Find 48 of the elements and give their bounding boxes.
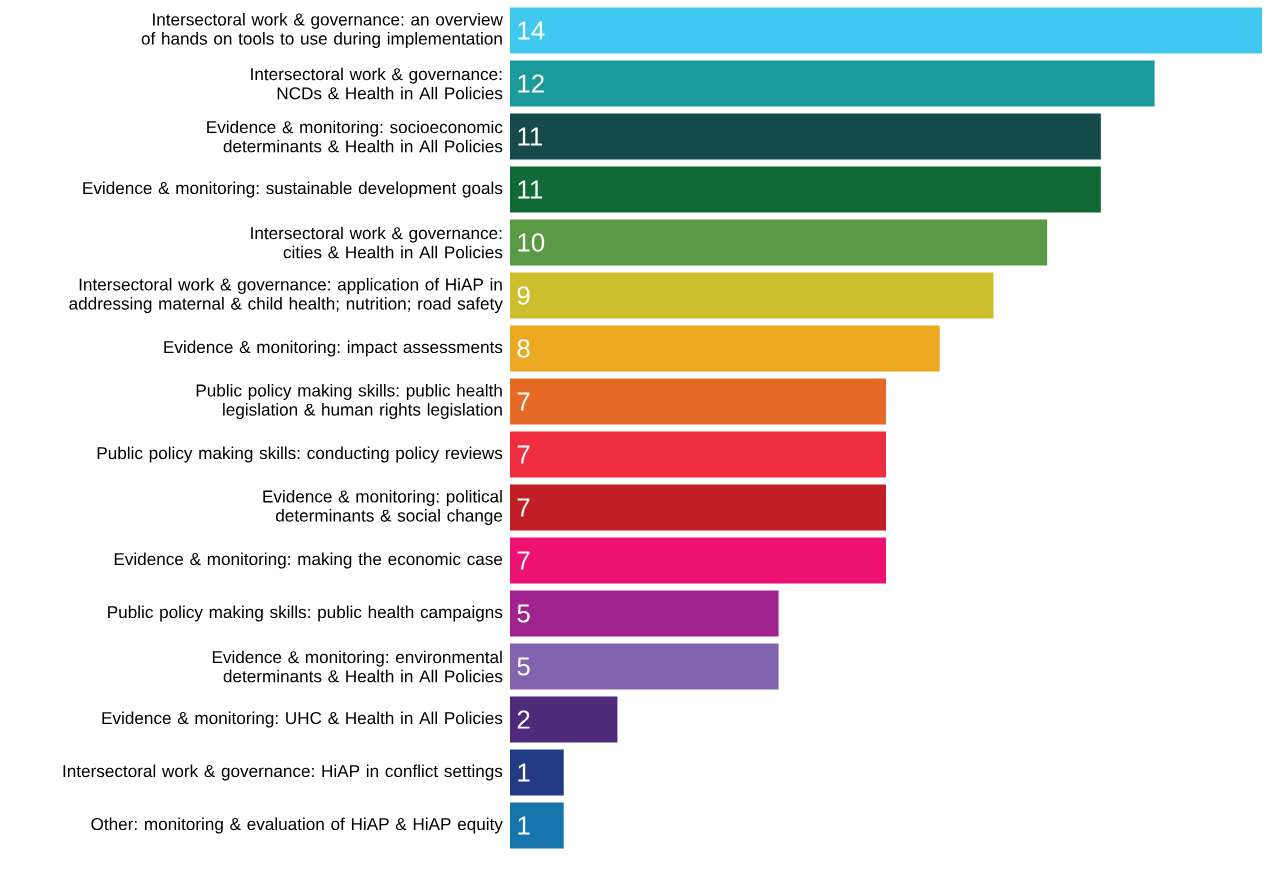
y-tick-label: Public policy making skills: conducting policy reviews: [97, 446, 503, 463]
y-tick-label: Evidence & monitoring: sustainable development goals: [83, 181, 503, 198]
data-label: 9: [517, 286, 530, 305]
y-tick-label: Intersectoral work & governance: NCDs & Health in All Policies: [251, 67, 503, 100]
y-tick-label: Evidence & monitoring: impact assessments: [164, 340, 503, 357]
data-label: 11: [518, 180, 543, 199]
y-tick-label: Intersectoral work & governance: HiAP in conflict settings: [63, 764, 503, 781]
data-label: 5: [517, 604, 530, 623]
bar: [509, 113, 1101, 160]
data-label: 7: [517, 551, 530, 570]
bar: [509, 484, 886, 531]
y-tick-label: Evidence & monitoring: UHC & Health in All Policies: [102, 711, 503, 728]
bar: [509, 7, 1262, 54]
data-label: 2: [517, 710, 530, 729]
bar: [509, 590, 779, 637]
y-tick-label: Intersectoral work & governance: an overview of hands on tools to use during implementation: [141, 12, 503, 49]
y-tick-label: Intersectoral work & governance: application of HiAP in addressing maternal & child health; nutrition; road safety: [69, 277, 503, 314]
data-label: 7: [517, 498, 530, 517]
bar: [509, 272, 994, 319]
y-tick-label: Intersectoral work & governance: cities & Health in All Policies: [251, 226, 503, 259]
y-tick-label: Evidence & monitoring: making the economic case: [114, 552, 503, 569]
y-tick-label: Evidence & monitoring: environmental determinants & Health in All Policies: [212, 650, 503, 683]
data-label: 1: [518, 763, 530, 782]
data-label: 5: [517, 657, 530, 676]
data-label: 7: [517, 445, 530, 464]
y-tick-label: Evidence & monitoring: political determinants & social change: [263, 489, 503, 526]
bar: [509, 166, 1101, 213]
bar: [509, 749, 564, 796]
y-tick-label: Evidence & monitoring: socioeconomic determinants & Health in All Policies: [207, 120, 503, 153]
bar: [509, 431, 886, 478]
data-label: 14: [518, 21, 545, 40]
bar: [509, 378, 886, 425]
data-label: 1: [518, 816, 530, 835]
data-label: 7: [517, 392, 530, 411]
bar: [509, 219, 1048, 266]
data-label: 8: [517, 339, 530, 358]
bar: [509, 325, 940, 372]
y-tick-label: Other: monitoring & evaluation of HiAP & HiAP equity: [91, 817, 503, 834]
bar: [509, 802, 564, 849]
y-tick-label: Public policy making skills: public health campaigns: [108, 605, 503, 622]
data-label: 10: [518, 233, 545, 252]
y-tick-label: Public policy making skills: public health legislation & human rights legislation: [196, 383, 502, 420]
data-label: 12: [518, 74, 544, 93]
bar: [509, 696, 618, 743]
bar: [509, 537, 886, 584]
bar: [509, 643, 779, 690]
bar: [509, 60, 1155, 107]
data-label: 11: [518, 127, 543, 146]
